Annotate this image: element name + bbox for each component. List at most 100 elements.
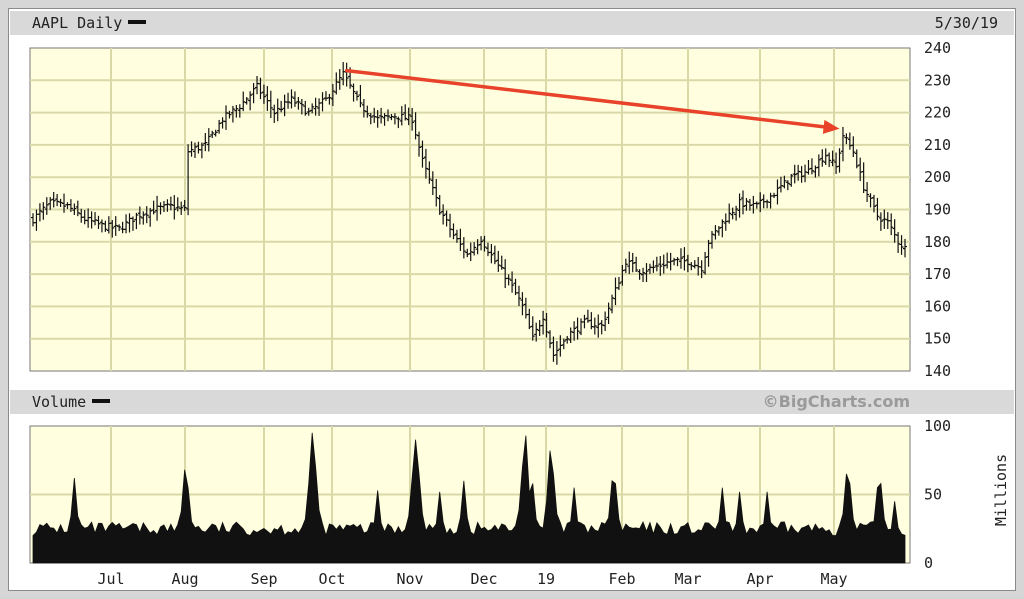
price-bar [482,235,487,252]
volume-tick-label: 0 [924,554,933,572]
price-bar [530,316,535,341]
price-bar [641,267,646,283]
price-bar [37,203,42,222]
price-bar [68,199,73,212]
price-bar [727,203,732,224]
price-bar [606,302,611,325]
price-bar [499,255,504,270]
price-bar [506,274,511,286]
price-bar [492,245,497,265]
trend-arrow-head [822,119,840,134]
price-bar [41,202,46,220]
price-bar [275,98,280,122]
price-bar [520,292,525,316]
price-bar [96,215,101,229]
price-bar [241,91,246,112]
x-tick-label: Jul [97,570,124,588]
trend-arrow-line [344,68,830,129]
price-bar [785,180,790,191]
price-bar [75,200,80,217]
price-bar [203,133,208,152]
price-bar [230,105,235,123]
price-bar [441,204,446,225]
price-bar [854,149,859,169]
price-bar [709,230,714,249]
price-bar [330,83,335,107]
series-swatch [128,19,147,24]
price-bar [689,262,694,271]
price-bar [279,100,284,113]
price-bar [172,195,177,220]
price-bar [565,335,570,344]
price-bar [582,314,587,329]
price-bar [286,92,291,109]
price-bar [358,85,363,108]
x-tick-label: Oct [318,570,345,588]
price-bar [782,175,787,189]
price-bar [151,200,156,215]
price-bar [337,69,342,90]
price-bar [124,214,129,234]
price-bar [830,150,835,167]
price-bar [603,311,608,332]
x-tick-label: Mar [674,570,701,588]
price-bar [496,250,501,272]
price-bar [103,220,108,232]
price-bar [741,190,746,215]
x-tick-label: Dec [470,570,497,588]
volume-unit-label: Millions [992,454,1010,526]
volume-header-bar: Volume ©BigCharts.com [10,390,1014,414]
price-bar [675,257,680,267]
price-bar [878,212,883,231]
volume-swatch [92,398,111,403]
price-bar [396,116,401,129]
price-bar [406,107,411,126]
x-tick-label: Sep [250,570,277,588]
price-bar [130,216,135,231]
price-bar [637,269,642,280]
price-bar [682,247,687,271]
price-bar [575,317,580,340]
price-bar [461,237,466,259]
price-bar [368,112,373,125]
price-bar [809,158,814,175]
price-bar [48,197,53,210]
price-bar [489,243,494,264]
x-tick-label: Apr [746,570,773,588]
price-bar [599,320,604,335]
price-bar [289,89,294,109]
price-bar [179,201,184,215]
price-bar [351,83,356,102]
price-bar [58,198,63,208]
price-bar [899,235,904,255]
price-bar [399,106,404,126]
price-bar [182,199,187,212]
price-bar [561,338,566,350]
volume-area [32,432,906,564]
price-bar [792,164,797,184]
price-bar [272,104,277,123]
price-bar [62,193,67,213]
price-bar [744,198,749,211]
price-bar [720,219,725,238]
price-bar [417,131,422,157]
price-bar [654,256,659,272]
price-bar [823,148,828,165]
price-bar [137,206,142,225]
price-bar [610,294,615,314]
price-bar [175,197,180,212]
price-bar [55,194,60,207]
x-tick-label: 19 [537,570,555,588]
price-bar [434,179,439,207]
price-bar [737,193,742,218]
volume-tick-label: 50 [924,486,942,504]
price-bars [31,62,907,365]
price-bar [730,207,735,220]
price-bar [217,119,222,134]
price-bar [110,219,115,238]
price-bar [541,310,546,335]
x-tick-label: Nov [396,570,423,588]
price-tick-label: 170 [924,265,951,283]
price-bar [375,110,380,128]
price-bar [227,110,232,119]
